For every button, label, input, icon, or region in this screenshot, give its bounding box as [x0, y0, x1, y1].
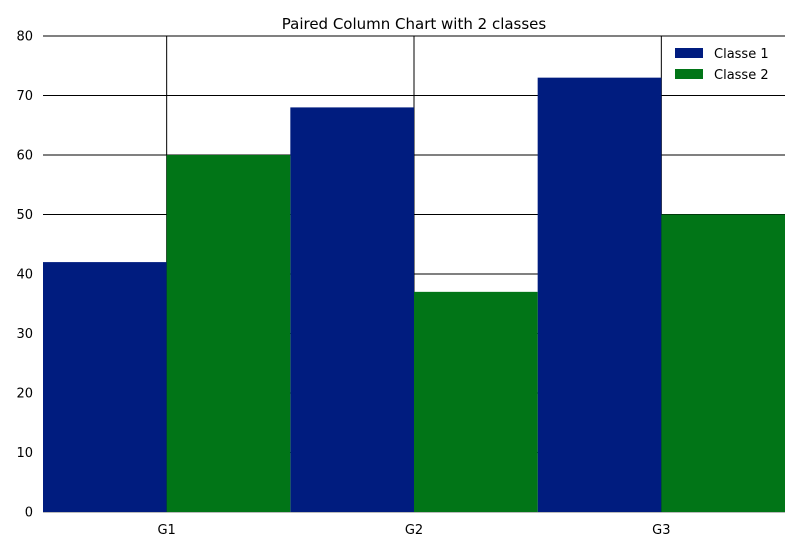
x-tick-label: G3	[652, 523, 670, 538]
bar-classe-2-g3	[661, 214, 785, 512]
bars-layer	[43, 77, 785, 513]
x-tick-label: G1	[157, 523, 175, 538]
y-tick-label: 40	[16, 268, 33, 283]
y-tick-label: 50	[16, 208, 33, 223]
y-tick-label: 80	[16, 30, 33, 45]
bar-classe-1-g3	[537, 77, 662, 513]
bar-classe-1-g1	[43, 262, 167, 512]
bar-classe-2-g2	[414, 291, 538, 512]
x-tick-label: G2	[405, 523, 423, 538]
axes-layer: 0 10 20 30 40 50 60 70 80 G1 G2 G3	[16, 30, 785, 538]
legend-label: Classe 2	[714, 68, 769, 83]
legend-swatch	[675, 69, 703, 79]
legend-label: Classe 1	[714, 47, 769, 62]
y-tick-label: 30	[16, 327, 33, 342]
bar-classe-2-g1	[166, 155, 291, 512]
y-tick-label: 20	[16, 387, 33, 402]
legend: Classe 1 Classe 2	[675, 47, 769, 83]
y-tick-label: 0	[25, 506, 33, 521]
chart-title: Paired Column Chart with 2 classes	[282, 15, 547, 33]
y-tick-label: 60	[16, 149, 33, 164]
y-tick-label: 70	[16, 89, 33, 104]
bar-classe-1-g2	[290, 107, 414, 513]
legend-swatch	[675, 48, 703, 58]
y-tick-label: 10	[16, 446, 33, 461]
